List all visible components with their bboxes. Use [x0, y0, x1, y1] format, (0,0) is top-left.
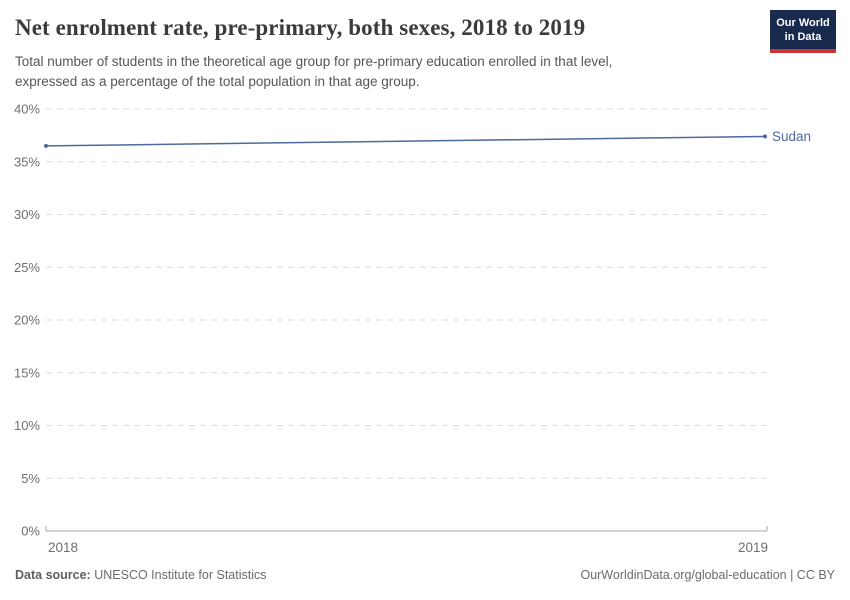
- chart-footer: Data source: UNESCO Institute for Statis…: [15, 568, 835, 582]
- subtitle-line-1: Total number of students in the theoreti…: [15, 54, 613, 69]
- y-tick-label-40%: 40%: [14, 102, 40, 117]
- data-source-label: Data source:: [15, 568, 91, 582]
- y-tick-label-20%: 20%: [14, 313, 40, 328]
- y-tick-label-5%: 5%: [21, 471, 40, 486]
- series-line-sudan[interactable]: [45, 135, 766, 147]
- y-tick-label-35%: 35%: [14, 154, 40, 169]
- x-tick-label-2018: 2018: [48, 540, 78, 555]
- owid-logo-line-1: Our World: [776, 17, 830, 29]
- line-chart[interactable]: 0% 5% 10% 15% 20% 25% 30% 35% 40% 2018 2019 Sudan: [0, 95, 850, 565]
- credit-link[interactable]: OurWorldinData.org/global-education | CC…: [580, 568, 835, 582]
- y-tick-label-25%: 25%: [14, 260, 40, 275]
- series-point-sudan-2019[interactable]: [763, 134, 767, 139]
- chart-area: 0% 5% 10% 15% 20% 25% 30% 35% 40% 2018 2019 Sudan: [0, 95, 850, 565]
- y-tick-label-30%: 30%: [14, 207, 40, 222]
- subtitle-line-2: expressed as a percentage of the total p…: [15, 73, 420, 89]
- y-tick-label-15%: 15%: [14, 365, 40, 380]
- chart-subtitle: Total number of students in the theoreti…: [15, 52, 755, 91]
- x-tick-label-2019: 2019: [738, 540, 768, 555]
- page-title: Net enrolment rate, pre-primary, both se…: [15, 15, 586, 40]
- y-tick-label-0%: 0%: [21, 524, 40, 539]
- series-point-sudan-2018[interactable]: [44, 143, 48, 148]
- owid-logo-line-2: in Data: [784, 31, 822, 44]
- data-source-value: UNESCO Institute for Statistics: [94, 568, 267, 582]
- y-tick-label-10%: 10%: [14, 418, 40, 433]
- series-label-sudan[interactable]: Sudan: [772, 129, 811, 144]
- data-source: Data source: UNESCO Institute for Statis…: [15, 568, 267, 582]
- owid-logo[interactable]: Our World in Data: [770, 10, 836, 53]
